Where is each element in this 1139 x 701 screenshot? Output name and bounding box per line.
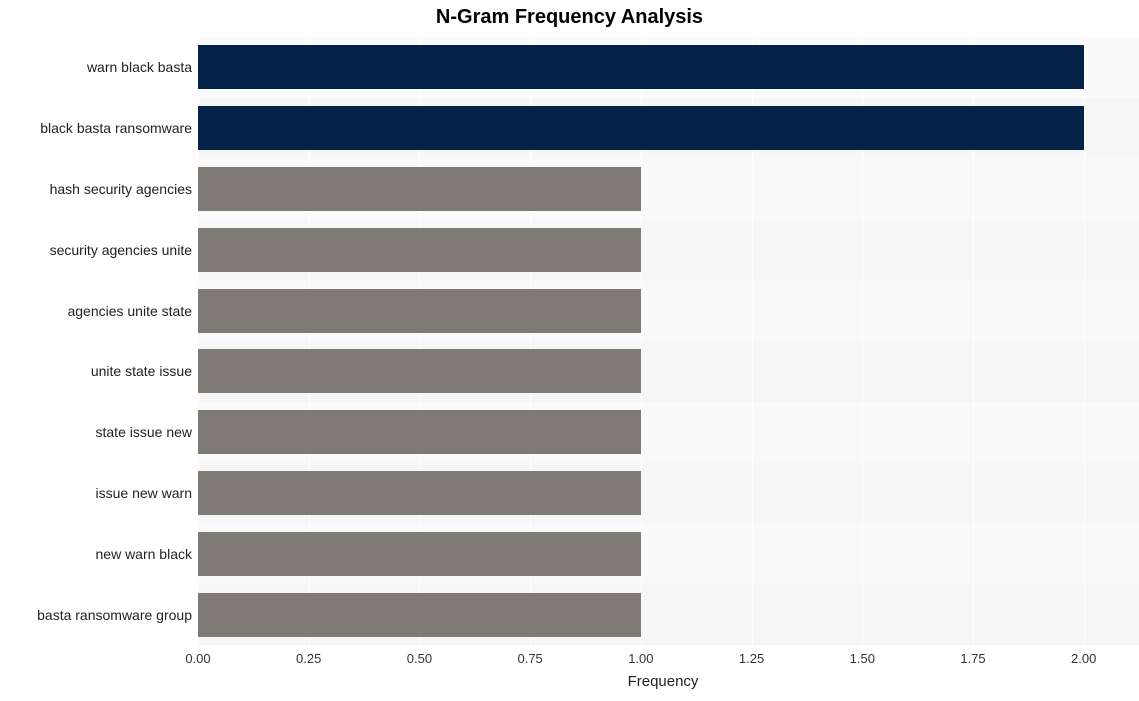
- bar: [198, 471, 641, 515]
- y-tick-label: agencies unite state: [0, 303, 192, 319]
- bar: [198, 45, 1084, 89]
- y-tick-label: state issue new: [0, 424, 192, 440]
- bar: [198, 289, 641, 333]
- x-tick-label: 0.75: [517, 651, 542, 666]
- x-tick-label: 1.25: [739, 651, 764, 666]
- y-tick-label: new warn black: [0, 546, 192, 562]
- gridline: [1084, 37, 1085, 645]
- bar: [198, 593, 641, 637]
- bar: [198, 532, 641, 576]
- y-axis-labels: warn black basta black basta ransomware ha…: [0, 37, 198, 645]
- y-tick-label: warn black basta: [0, 59, 192, 75]
- y-tick-label: black basta ransomware: [0, 120, 192, 136]
- y-tick-label: basta ransomware group: [0, 607, 192, 623]
- x-tick-label: 0.25: [296, 651, 321, 666]
- bar: [198, 410, 641, 454]
- ngram-frequency-chart: N-Gram Frequency Analysis warn black bas…: [0, 0, 1139, 701]
- x-tick-label: 1.75: [960, 651, 985, 666]
- bar: [198, 349, 641, 393]
- y-tick-label: unite state issue: [0, 363, 192, 379]
- x-axis-label: Frequency: [628, 673, 699, 690]
- x-tick-label: 1.50: [850, 651, 875, 666]
- bar: [198, 228, 641, 272]
- plot-surface: [198, 37, 1139, 645]
- x-tick-label: 2.00: [1071, 651, 1096, 666]
- y-tick-label: issue new warn: [0, 485, 192, 501]
- bar: [198, 167, 641, 211]
- plot-area: warn black basta black basta ransomware ha…: [0, 37, 1139, 645]
- bar: [198, 106, 1084, 150]
- y-tick-label: security agencies unite: [0, 242, 192, 258]
- x-tick-label: 0.50: [407, 651, 432, 666]
- chart-title: N-Gram Frequency Analysis: [0, 6, 1139, 29]
- x-tick-label: 1.00: [628, 651, 653, 666]
- x-tick-label: 0.00: [185, 651, 210, 666]
- y-tick-label: hash security agencies: [0, 181, 192, 197]
